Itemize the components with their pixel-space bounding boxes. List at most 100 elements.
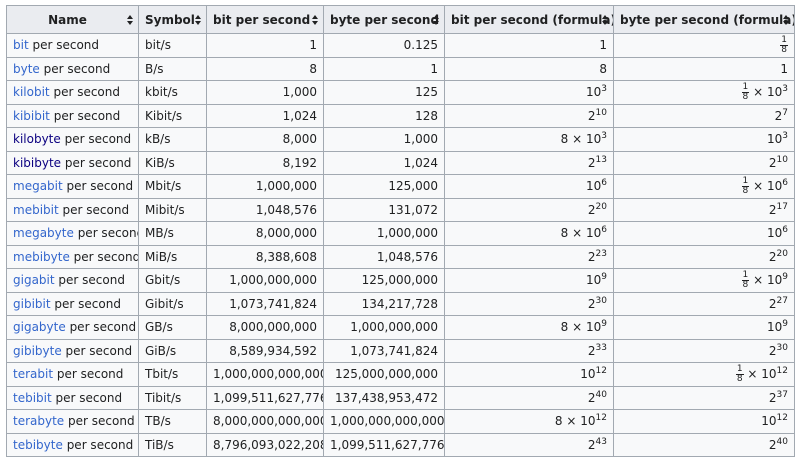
name-suffix: per second [65, 343, 133, 358]
base: 10 [766, 226, 783, 241]
table-row: kibibyte per second KiB/s 8,192 1,024 213 210 [6, 150, 795, 175]
bit-rate-cell: 1 [206, 33, 324, 58]
unit-link[interactable]: gibibyte [13, 343, 62, 358]
exponent: 6 [782, 225, 788, 236]
unit-link[interactable]: terabyte [13, 414, 65, 429]
unit-link[interactable]: bit [13, 38, 29, 53]
name-suffix: per second [56, 367, 124, 382]
bit-rate-cell: 1,000 [206, 80, 324, 105]
unit-link[interactable]: tebibyte [13, 437, 63, 452]
unit-link[interactable]: megabyte [13, 226, 74, 241]
base: 2 [768, 249, 777, 264]
times-sign: × [753, 272, 764, 287]
base: 2 [587, 437, 596, 452]
base: 10 [761, 414, 777, 429]
bit-rate-cell: 1,000,000 [206, 174, 324, 199]
coefficient: 8 [554, 414, 563, 429]
bit-formula-cell: 230 [444, 291, 614, 316]
unit-link[interactable]: mebibit [13, 202, 59, 217]
base: 2 [587, 155, 596, 170]
times-sign: × [753, 178, 764, 193]
header-row: Name Symbol bit per second byte per second b… [6, 5, 795, 34]
unit-link[interactable]: terabit [13, 367, 54, 382]
byte-rate-cell: 1,000,000 [323, 221, 445, 246]
exponent: 3 [601, 84, 607, 95]
unit-link[interactable]: mebibyte [13, 249, 70, 264]
table-row: gigabyte per second GB/s 8,000,000,000 1,00… [6, 315, 795, 340]
name-cell: mebibit per second [6, 197, 139, 222]
column-header[interactable]: byte per second (formula) [613, 5, 795, 34]
byte-rate-cell: 125 [323, 80, 445, 105]
bit-rate-cell: 8,589,934,592 [206, 338, 324, 363]
name-cell: megabyte per second [6, 221, 139, 246]
base: 2 [768, 296, 777, 311]
unit-link[interactable]: gigabit [13, 273, 55, 288]
base: 10 [766, 320, 783, 335]
denominator: 8 [742, 279, 749, 290]
byte-rate-cell: 0.125 [323, 33, 445, 58]
table-row: kilobit per second kbit/s 1,000 125 103 1 8 × … [6, 80, 795, 105]
unit-link[interactable]: byte [13, 61, 40, 76]
column-header[interactable]: Name [6, 5, 139, 34]
symbol-cell: MB/s [138, 221, 207, 246]
coefficient: 8 [560, 320, 569, 335]
unit-link[interactable]: kibibyte [13, 155, 62, 170]
unit-link[interactable]: kilobyte [13, 132, 61, 147]
exponent: 7 [782, 107, 788, 118]
table-body: bit per second bit/s 1 0.125 1 1 8 byte per sec… [6, 33, 795, 457]
unit-link[interactable]: megabit [13, 179, 63, 194]
name-suffix: per second [53, 85, 120, 100]
times-sign: × [566, 414, 577, 429]
bit-rate-cell: 1,000,000,000,000 [206, 362, 324, 387]
table-row: kibibit per second Kibit/s 1,024 128 210 27 [6, 103, 795, 128]
base: 10 [580, 367, 596, 382]
name-suffix: per second [43, 61, 111, 76]
name-cell: gibibyte per second [6, 338, 139, 363]
byte-rate-cell: 137,438,953,472 [323, 385, 445, 410]
base: 2 [587, 202, 596, 217]
bit-rate-cell: 8,000 [206, 127, 324, 152]
table-row: mebibyte per second MiB/s 8,388,608 1,048,5… [6, 244, 795, 269]
table-row: byte per second B/s 8 1 8 1 [6, 56, 795, 81]
base: 10 [585, 273, 602, 288]
column-header[interactable]: bit per second (formula) [444, 5, 614, 34]
column-header[interactable]: Symbol [138, 5, 207, 34]
base: 1 [780, 61, 788, 76]
bit-formula-cell: 106 [444, 174, 614, 199]
unit-link[interactable]: tebibit [13, 390, 52, 405]
table-row: megabyte per second MB/s 8,000,000 1,000,00… [6, 221, 795, 246]
bit-rate-cell: 1,048,576 [206, 197, 324, 222]
exponent: 20 [595, 201, 607, 212]
times-sign: × [747, 366, 758, 381]
base: 2 [587, 108, 596, 123]
name-cell: gibibit per second [6, 291, 139, 316]
byte-rate-cell: 1,000 [323, 127, 445, 152]
name-suffix: per second [53, 108, 121, 123]
unit-link[interactable]: kilobit [13, 85, 50, 100]
bit-rate-cell: 1,000,000,000 [206, 268, 324, 293]
base: 10 [766, 132, 783, 147]
units-table: Name Symbol bit per second byte per second b… [6, 5, 795, 457]
column-header[interactable]: byte per second [323, 5, 445, 34]
symbol-cell: TB/s [138, 409, 207, 434]
exponent: 6 [601, 178, 607, 189]
name-cell: kibibyte per second [6, 150, 139, 175]
base: 10 [766, 272, 783, 287]
name-suffix: per second [32, 38, 100, 53]
byte-rate-cell: 131,072 [323, 197, 445, 222]
base: 2 [768, 390, 777, 405]
base: 8 [599, 61, 607, 76]
exponent: 27 [776, 295, 788, 306]
unit-link[interactable]: kibibit [13, 108, 50, 123]
symbol-cell: Gbit/s [138, 268, 207, 293]
byte-formula-cell: 27 [613, 103, 795, 128]
unit-link[interactable]: gibibit [13, 296, 51, 311]
denominator: 8 [736, 373, 743, 384]
unit-link[interactable]: gigabyte [13, 320, 66, 335]
column-header[interactable]: bit per second [206, 5, 324, 34]
name-suffix: per second [64, 155, 132, 170]
